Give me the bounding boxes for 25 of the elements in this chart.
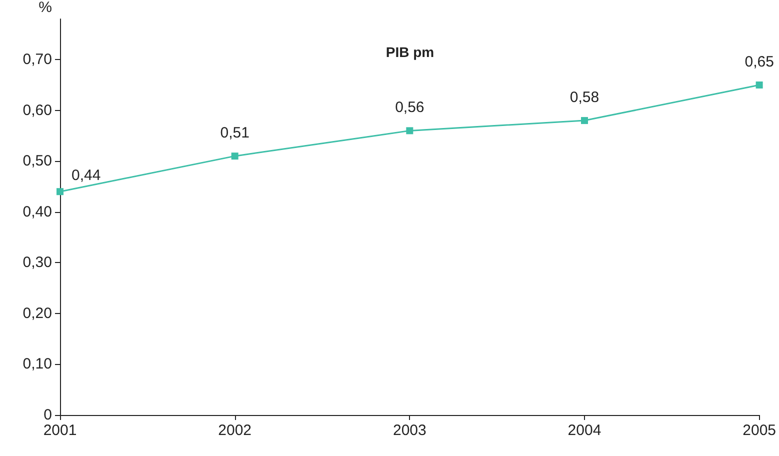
point: [406, 127, 414, 134]
y-axis-title: %: [38, 0, 52, 16]
point: [56, 188, 64, 196]
y-tick-label: 0,10: [22, 356, 52, 373]
data-label: 0,65: [744, 54, 774, 70]
y-tick-label: 0,60: [22, 102, 52, 119]
data-label: 0,51: [220, 124, 250, 142]
data-label: 0,44: [72, 167, 101, 184]
x-tick-label: 2002: [218, 422, 252, 439]
x-tick-label: 2005: [742, 422, 776, 439]
y-tick-label: 0,70: [22, 51, 52, 68]
x-tick-label: 2001: [43, 422, 77, 439]
x-tick-label: 2004: [568, 422, 602, 439]
data-label: 0,56: [395, 99, 424, 116]
point: [231, 152, 238, 160]
y-tick-label: 0,30: [22, 254, 52, 272]
x-tick-label: 2003: [392, 422, 426, 439]
y-tick-label: 0,20: [22, 304, 52, 322]
data-label: 0,58: [570, 89, 600, 106]
y-tick-label: 0: [44, 406, 52, 424]
text: PIB pm: [386, 44, 434, 60]
point: [580, 117, 588, 124]
point: [756, 82, 763, 88]
y-tick-label: 0,50: [22, 152, 52, 170]
y-tick-label: 0,40: [22, 203, 52, 220]
